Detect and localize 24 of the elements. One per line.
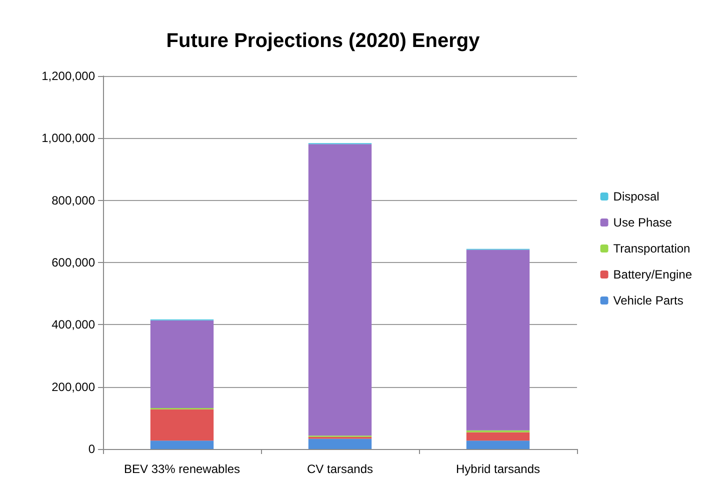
- y-tick-label: 600,000: [52, 256, 96, 270]
- y-tick-label: 800,000: [52, 193, 96, 208]
- bar: [308, 438, 372, 449]
- x-tick-label: BEV 33% renewables: [124, 462, 240, 476]
- x-tick-label: Hybrid tarsands: [456, 462, 540, 476]
- bar: [150, 320, 214, 408]
- legend-label: Disposal: [613, 190, 660, 204]
- bar: [150, 409, 214, 441]
- bar: [150, 440, 214, 449]
- chart-title: Future Projections (2020) Energy: [166, 30, 481, 52]
- y-tick-label: 0: [88, 442, 96, 456]
- bar: [466, 440, 530, 449]
- legend-label: Battery/Engine: [613, 268, 692, 282]
- y-tick-label: 200,000: [52, 380, 96, 394]
- bar: [308, 144, 372, 436]
- y-tick-label: 1,200,000: [42, 69, 96, 83]
- legend-label: Transportation: [613, 242, 690, 256]
- x-tick-label: CV tarsands: [306, 462, 374, 476]
- legend-label: Vehicle Parts: [613, 294, 684, 308]
- bar: [466, 432, 530, 441]
- y-tick-label: 1,000,000: [42, 131, 96, 146]
- legend-label: Use Phase: [613, 216, 672, 230]
- y-tick-label: 400,000: [52, 318, 96, 332]
- bar: [466, 250, 530, 430]
